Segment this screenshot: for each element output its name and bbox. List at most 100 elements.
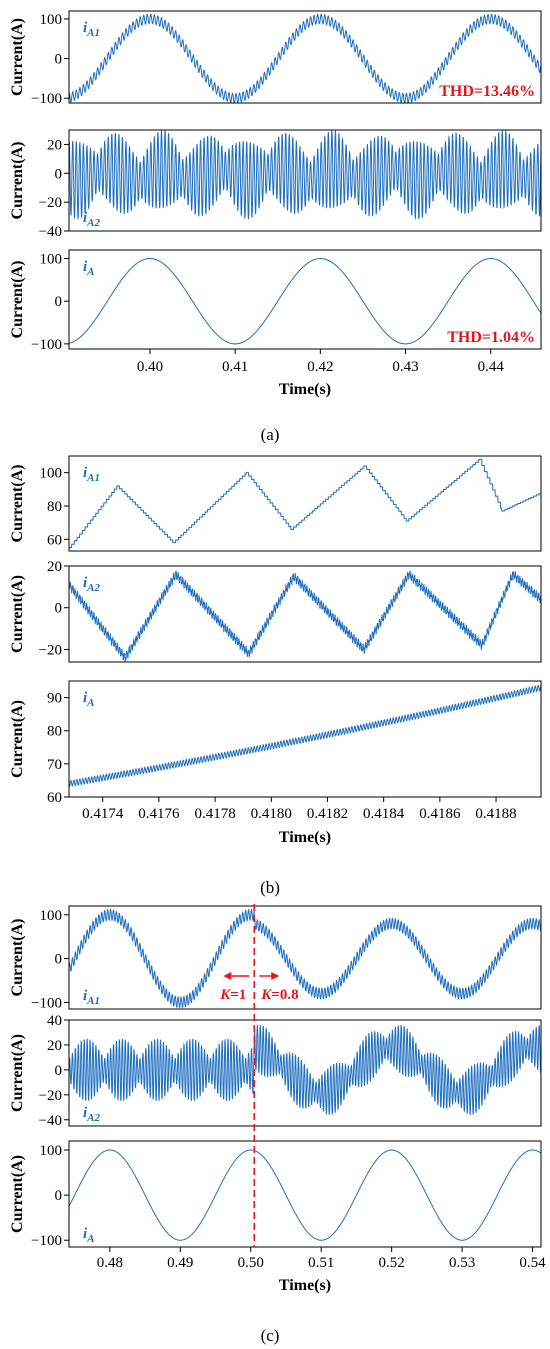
x-tick-label: 0.50 [238,1255,264,1271]
signal-label-subscript: A [86,1233,94,1245]
panel-a-iA1: −100 0 100 Current(A) iA1 THD=13.46% [9,10,542,107]
y-tick-label: −100 [31,337,62,353]
trace-iA2 [69,1023,541,1115]
annotation-k-before: K=1 [219,987,246,1003]
x-tick-label: 0.48 [97,1255,123,1271]
trace-iA2 [69,130,541,221]
signal-label-iA1: iA1 [83,988,100,1007]
x-tick-label: 0.43 [392,359,418,375]
panel-a-iA2: −40 −20 0 20 Current(A) iA2 [9,129,542,240]
x-tick-label: 0.4188 [475,806,516,822]
annotation-k-after: K=0.8 [260,987,298,1003]
x-tick-label: 0.4186 [419,806,461,822]
x-tick-label: 0.4184 [363,806,405,822]
trace-iA1 [69,458,541,549]
y-tick-label: 60 [47,790,62,806]
y-tick-label: −100 [31,1233,62,1249]
y-tick-label: −100 [31,91,62,107]
chart-b: 60 80 100 Current(A) iA1 −20 0 20 Current(A) iA2 6… [9,455,542,846]
plot-frame [68,129,542,232]
signal-label-iA: iA [83,690,95,709]
caption-b: (b) [260,878,280,897]
caption-a: (a) [261,425,280,444]
panel-c-iA: −100 0 100 Current(A) iA [9,1140,542,1249]
panel-c-iA2: −40 −20 0 20 40 Current(A) iA2 [9,1013,542,1129]
y-tick-label: 100 [40,252,63,268]
x-tick-label: 0.4178 [194,806,235,822]
panel-b-iA: 60 70 80 90 Current(A) iA [9,680,542,806]
y-tick-label: 20 [47,137,62,153]
y-axis-label: Current(A) [9,1155,26,1233]
x-axis-label: Time(s) [279,829,331,846]
signal-label-subscript: A2 [86,217,100,229]
chart-a: −100 0 100 Current(A) iA1 THD=13.46% −40 −20 0 20… [9,10,542,398]
signal-label-iA2: iA2 [83,575,101,594]
panel-b-iA1: 60 80 100 Current(A) iA1 [9,455,542,552]
y-axis-label: Current(A) [9,142,26,220]
y-axis-label: Current(A) [9,700,26,778]
plot-frame [68,1140,542,1248]
signal-label-subscript: A2 [86,1112,100,1124]
trace-iA1 [69,13,541,103]
y-tick-label: 0 [55,52,63,68]
y-axis-label: Current(A) [9,919,26,997]
panel-b-iA2: −20 0 20 Current(A) iA2 [9,559,542,663]
trace-iA [69,258,541,345]
y-tick-label: 70 [47,757,62,773]
x-tick-label: 0.4180 [251,806,292,822]
arrow-right-head [271,972,280,980]
y-axis-label: Current(A) [9,18,26,96]
x-tick-label: 0.40 [137,359,163,375]
annotation-k-symbol: K [219,987,231,1003]
annotation-k-value: =1 [230,987,246,1003]
thd-annotation: THD=1.04% [447,329,535,346]
signal-label-subscript: A2 [86,582,100,594]
x-tick-label: 0.4174 [82,806,124,822]
plot-frame [68,1019,542,1127]
y-axis-label: Current(A) [9,465,26,543]
y-tick-label: 80 [47,724,62,740]
x-axis-label: Time(s) [279,1277,331,1294]
y-tick-label: 0 [55,601,63,617]
y-tick-label: 100 [40,12,63,28]
y-tick-label: 20 [47,559,62,575]
plot-frame [68,10,542,104]
y-tick-label: 0 [55,166,63,182]
signal-label-iA: iA [83,1226,95,1245]
annotation-k-symbol: K [260,987,272,1003]
plot-frame [68,680,542,798]
annotation-k-value: =0.8 [271,987,298,1003]
x-tick-label: 0.44 [478,359,505,375]
trace-iA [69,1149,541,1241]
plot-frame [68,455,542,552]
thd-annotation: THD=13.46% [439,83,535,100]
plot-frame [68,905,542,1010]
y-tick-label: 100 [40,908,63,924]
y-tick-label: 0 [55,1188,63,1204]
y-axis-label: Current(A) [9,261,26,339]
y-tick-label: −20 [39,1088,62,1104]
caption-c: (c) [261,1326,280,1345]
y-tick-label: 60 [47,532,62,548]
x-tick-label: 0.49 [167,1255,193,1271]
y-tick-label: 80 [47,499,62,515]
signal-label-subscript: A [86,266,94,278]
x-tick-label: 0.54 [519,1255,546,1271]
y-tick-label: −40 [39,1113,62,1129]
signal-label-iA1: iA1 [83,20,100,39]
x-tick-label: 0.4176 [138,806,180,822]
chart-root: −100 0 100 Current(A) iA1 THD=13.46% −40 −20 0 20… [9,10,546,1294]
signal-label-subscript: A1 [86,27,100,39]
y-tick-label: −40 [39,224,62,240]
trace-iA [69,684,541,788]
signal-label-subscript: A1 [86,472,100,484]
y-tick-label: 0 [55,952,63,968]
x-axis-label: Time(s) [279,381,331,398]
y-axis-label: Current(A) [9,1034,26,1112]
y-tick-label: 0 [55,294,63,310]
y-tick-label: 40 [47,1013,62,1029]
signal-label-iA2: iA2 [83,1105,101,1124]
signal-label-subscript: A1 [86,995,100,1007]
y-tick-label: 100 [40,466,63,482]
